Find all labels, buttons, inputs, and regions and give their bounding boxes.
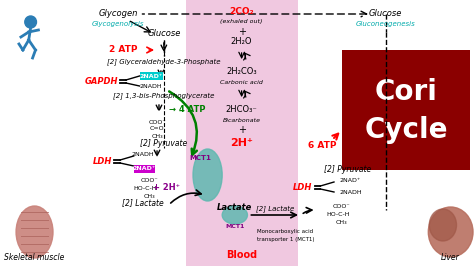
Text: Cori: Cori <box>374 78 438 106</box>
Text: CH₃: CH₃ <box>151 134 163 139</box>
Ellipse shape <box>428 207 473 257</box>
Text: (exhaled out): (exhaled out) <box>220 19 263 24</box>
Text: 2NAD⁺: 2NAD⁺ <box>340 177 361 182</box>
Text: Blood: Blood <box>226 250 257 260</box>
Text: → 4 ATP: → 4 ATP <box>169 106 205 114</box>
Text: [2] 1,3-bis-Phosphoglycerate: [2] 1,3-bis-Phosphoglycerate <box>113 93 215 99</box>
Text: Glycogenolysis: Glycogenolysis <box>92 21 145 27</box>
Text: Bicarbonate: Bicarbonate <box>223 118 261 123</box>
Text: GAPDH: GAPDH <box>85 77 118 86</box>
Text: 2CO₂: 2CO₂ <box>229 7 254 16</box>
Text: Carbonic acid: Carbonic acid <box>220 80 263 85</box>
Text: HO-C-H: HO-C-H <box>134 185 157 190</box>
Text: [2] Pyruvate: [2] Pyruvate <box>139 139 187 148</box>
Text: HO-C-H: HO-C-H <box>326 211 350 217</box>
Text: [2] Lactate: [2] Lactate <box>255 206 294 213</box>
Text: LDH: LDH <box>293 184 312 193</box>
Text: [2] Lactate: [2] Lactate <box>122 198 164 207</box>
Circle shape <box>25 16 36 28</box>
Bar <box>186 0 298 266</box>
Text: + 2H⁺: + 2H⁺ <box>153 184 180 193</box>
Text: 2H₂CO₃: 2H₂CO₃ <box>226 68 257 77</box>
Text: +: + <box>237 125 246 135</box>
Text: MCT1: MCT1 <box>189 155 211 161</box>
Ellipse shape <box>193 149 222 201</box>
Text: 2NADH: 2NADH <box>140 85 163 89</box>
Ellipse shape <box>222 206 247 224</box>
Text: CH₃: CH₃ <box>336 219 347 225</box>
Text: COO⁻: COO⁻ <box>140 177 158 182</box>
Text: Lactate: Lactate <box>217 202 253 211</box>
Text: Cycle: Cycle <box>364 116 447 144</box>
Bar <box>342 50 470 170</box>
Text: 6 ATP: 6 ATP <box>308 140 337 149</box>
Text: 2 ATP: 2 ATP <box>109 45 137 55</box>
Text: 2HCO₃⁻: 2HCO₃⁻ <box>226 106 257 114</box>
Text: Glycogen: Glycogen <box>99 10 138 19</box>
Text: LDH: LDH <box>93 157 112 167</box>
Text: Gluconeogenesis: Gluconeogenesis <box>356 21 415 27</box>
Text: +: + <box>237 27 246 37</box>
Text: Glucose: Glucose <box>147 30 181 39</box>
Text: 2NAD⁺: 2NAD⁺ <box>140 73 163 78</box>
Text: CH₃: CH₃ <box>144 193 155 198</box>
Ellipse shape <box>429 209 456 241</box>
Text: 2H⁺: 2H⁺ <box>230 138 253 148</box>
Text: Glucose: Glucose <box>369 10 402 19</box>
Text: 2NADH: 2NADH <box>131 152 154 157</box>
Text: Monocarboxylic acid: Monocarboxylic acid <box>257 230 313 235</box>
Ellipse shape <box>16 206 53 258</box>
FancyBboxPatch shape <box>139 72 163 80</box>
Text: transporter 1 (MCT1): transporter 1 (MCT1) <box>256 238 314 243</box>
Text: C=O: C=O <box>150 127 164 131</box>
Text: COO⁻: COO⁻ <box>333 203 351 209</box>
Text: MCT1: MCT1 <box>225 223 245 228</box>
Text: COO⁻: COO⁻ <box>148 119 166 124</box>
Text: [2] Glyceraldehyde-3-Phosphate: [2] Glyceraldehyde-3-Phosphate <box>107 59 220 65</box>
FancyBboxPatch shape <box>134 165 155 173</box>
Text: 2NADH: 2NADH <box>340 190 363 196</box>
Text: [2] Pyruvate: [2] Pyruvate <box>324 165 372 174</box>
Text: 2NAD⁺: 2NAD⁺ <box>133 167 156 172</box>
Text: Liver: Liver <box>441 253 460 262</box>
Text: Skeletal muscle: Skeletal muscle <box>4 253 65 262</box>
Text: 2H₂O: 2H₂O <box>231 38 252 47</box>
